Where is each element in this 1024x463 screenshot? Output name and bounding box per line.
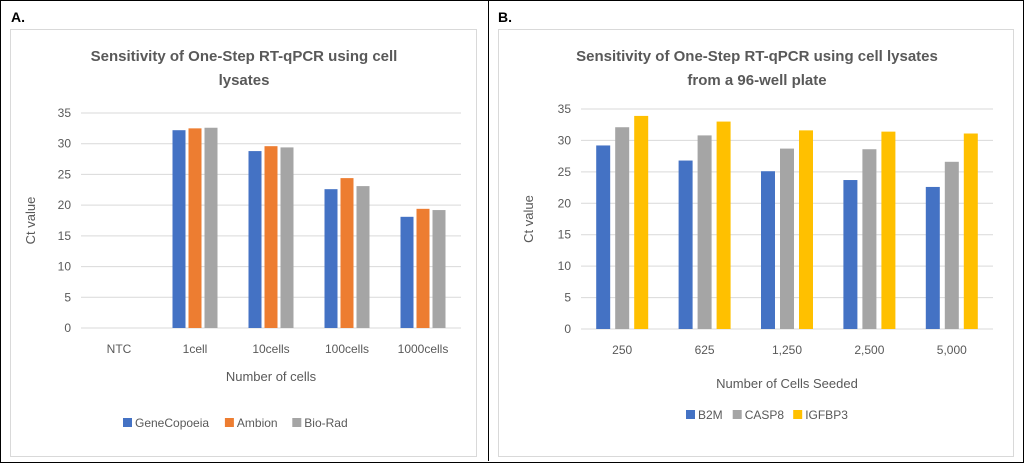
legend-swatch bbox=[224, 418, 234, 427]
y-tick-label: 15 bbox=[58, 229, 72, 243]
panel-a-label: A. bbox=[11, 9, 25, 25]
panel-a: A. Sensitivity of One-Step RT-qPCR using… bbox=[0, 0, 488, 461]
x-tick-label: 1000cells bbox=[398, 342, 449, 356]
y-tick-label: 20 bbox=[58, 198, 72, 212]
panel-b: B. Sensitivity of One-Step RT-qPCR using… bbox=[489, 0, 1023, 461]
chart-b: Sensitivity of One-Step RT-qPCR using ce… bbox=[521, 48, 993, 422]
legend-label: Ambion bbox=[237, 416, 278, 430]
y-tick-label: 30 bbox=[558, 133, 572, 147]
y-tick-label: 10 bbox=[558, 259, 572, 273]
legend-label: B2M bbox=[698, 408, 723, 422]
bar-casp8 bbox=[780, 148, 794, 329]
legend-label: GeneCopoeia bbox=[135, 416, 209, 430]
chart-a-container: Sensitivity of One-Step RT-qPCR using ce… bbox=[10, 29, 477, 457]
bar-ambion bbox=[416, 208, 430, 328]
chart-a: Sensitivity of One-Step RT-qPCR using ce… bbox=[23, 48, 461, 430]
y-tick-label: 10 bbox=[58, 260, 72, 274]
bar-igfbp3 bbox=[799, 130, 813, 329]
y-tick-label: 15 bbox=[558, 228, 572, 242]
x-tick-label: 1,250 bbox=[772, 343, 802, 357]
x-tick-label: NTC bbox=[107, 342, 132, 356]
bar-genecopoeia bbox=[248, 151, 262, 328]
y-tick-label: 25 bbox=[558, 165, 572, 179]
bar-igfbp3 bbox=[963, 133, 978, 329]
bar-ambion bbox=[264, 146, 278, 328]
chart-title: Sensitivity of One-Step RT-qPCR using ce… bbox=[91, 48, 398, 65]
bar-bio-rad bbox=[280, 147, 294, 328]
y-tick-label: 25 bbox=[58, 167, 72, 181]
legend-swatch bbox=[732, 410, 742, 419]
chart-title: from a 96-well plate bbox=[687, 72, 826, 89]
y-axis-label: Ct value bbox=[521, 195, 536, 243]
y-axis-label: Ct value bbox=[23, 197, 38, 245]
x-axis-label: Number of Cells Seeded bbox=[716, 376, 858, 391]
y-tick-label: 35 bbox=[58, 106, 72, 120]
bar-igfbp3 bbox=[634, 115, 649, 330]
chart-title: lysates bbox=[219, 72, 270, 89]
y-tick-label: 20 bbox=[558, 196, 572, 210]
bar-ambion bbox=[340, 178, 354, 328]
bar-igfbp3 bbox=[716, 121, 731, 329]
bar-b2m bbox=[761, 171, 775, 329]
bar-b2m bbox=[843, 180, 858, 329]
legend-swatch bbox=[686, 410, 695, 419]
y-tick-label: 5 bbox=[564, 291, 571, 305]
x-tick-label: 5,000 bbox=[937, 343, 967, 357]
x-tick-label: 250 bbox=[612, 343, 632, 357]
y-tick-label: 35 bbox=[558, 102, 572, 116]
x-tick-label: 2,500 bbox=[854, 343, 884, 357]
y-tick-label: 30 bbox=[58, 137, 72, 151]
legend-label: CASP8 bbox=[745, 408, 785, 422]
panel-b-label: B. bbox=[498, 9, 512, 25]
bar-casp8 bbox=[697, 135, 712, 329]
bar-b2m bbox=[925, 186, 940, 329]
bar-genecopoeia bbox=[400, 216, 414, 328]
x-tick-label: 1cell bbox=[183, 342, 208, 356]
legend-swatch bbox=[793, 410, 803, 419]
bar-genecopoeia bbox=[324, 189, 338, 328]
bar-bio-rad bbox=[356, 186, 370, 328]
y-tick-label: 0 bbox=[564, 322, 571, 336]
x-tick-label: 10cells bbox=[252, 342, 289, 356]
bar-ambion bbox=[188, 128, 202, 328]
bar-casp8 bbox=[862, 149, 877, 329]
y-tick-label: 0 bbox=[64, 321, 71, 335]
bar-bio-rad bbox=[432, 210, 446, 328]
bar-bio-rad bbox=[204, 127, 218, 328]
panel-divider bbox=[488, 0, 489, 461]
x-tick-label: 625 bbox=[695, 343, 715, 357]
x-axis-label: Number of cells bbox=[226, 369, 317, 384]
legend-swatch bbox=[123, 418, 132, 427]
y-tick-label: 5 bbox=[64, 290, 71, 304]
chart-b-container: Sensitivity of One-Step RT-qPCR using ce… bbox=[498, 29, 1014, 457]
chart-title: Sensitivity of One-Step RT-qPCR using ce… bbox=[576, 48, 938, 65]
bar-genecopoeia bbox=[172, 130, 186, 328]
bar-casp8 bbox=[615, 127, 630, 329]
bar-b2m bbox=[596, 145, 611, 329]
legend-label: IGFBP3 bbox=[805, 408, 848, 422]
bar-b2m bbox=[678, 160, 693, 329]
legend-label: Bio-Rad bbox=[304, 416, 347, 430]
x-tick-label: 100cells bbox=[325, 342, 369, 356]
legend-swatch bbox=[292, 418, 302, 427]
bar-igfbp3 bbox=[881, 131, 896, 329]
bar-casp8 bbox=[944, 161, 959, 329]
